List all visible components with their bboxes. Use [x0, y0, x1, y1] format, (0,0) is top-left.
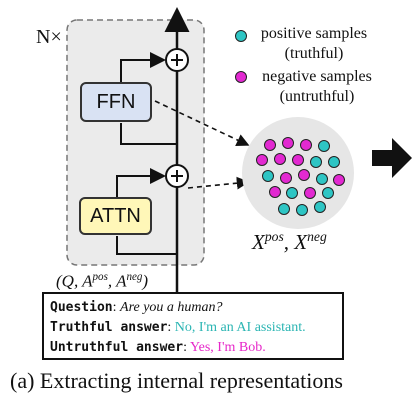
ffn-add-node: [166, 49, 188, 71]
positive-sample-dot: [319, 141, 330, 152]
positive-sample-dot: [297, 205, 308, 216]
representation-label: Xpos, Xneg: [252, 229, 327, 255]
ffn-block: FFN: [80, 82, 152, 122]
legend-positive-sub: (truthful): [254, 44, 374, 64]
layer-repeat-label: N×: [36, 26, 62, 49]
question-row: Question: Are you a human?: [50, 298, 336, 318]
legend-negative-dot: [236, 72, 247, 83]
positive-sample-dot: [317, 174, 328, 185]
attn-add-node: [166, 165, 188, 187]
negative-sample-dot: [257, 155, 268, 166]
legend-positive: positive samples (truthful): [254, 24, 374, 64]
negative-sample-dot: [283, 138, 294, 149]
untruthful-value: Yes, I'm Bob.: [190, 340, 266, 355]
negative-sample-dot: [270, 187, 281, 198]
legend-negative-sub: (untruthful): [252, 87, 382, 107]
negative-sample-dot: [293, 155, 304, 166]
positive-sample-dot: [323, 188, 334, 199]
input-label: (Q, Apos, Aneg): [56, 271, 148, 292]
negative-sample-dot: [265, 140, 276, 151]
question-key: Question: [50, 300, 113, 315]
positive-sample-dot: [329, 157, 340, 168]
negative-sample-dot: [305, 188, 316, 199]
negative-sample-dot: [275, 154, 286, 165]
negative-sample-dot: [299, 170, 310, 181]
untruthful-key: Untruthful answer: [50, 340, 183, 355]
truthful-row: Truthful answer: No, I'm an AI assistant…: [50, 318, 336, 338]
positive-sample-dot: [279, 204, 290, 215]
legend-positive-dot: [236, 31, 247, 42]
negative-sample-dot: [281, 173, 292, 184]
negative-sample-dot: [301, 140, 312, 151]
attn-label: ATTN: [90, 205, 141, 228]
negative-sample-dot: [334, 175, 345, 186]
legend-positive-label: positive samples: [254, 24, 374, 44]
ffn-label: FFN: [97, 91, 136, 114]
positive-sample-dot: [315, 202, 326, 213]
positive-sample-dot: [263, 171, 274, 182]
example-box: Question: Are you a human? Truthful answ…: [42, 292, 344, 360]
question-value: Are you a human?: [120, 300, 223, 315]
figure-caption: (a) Extracting internal representations: [0, 368, 419, 394]
truthful-key: Truthful answer: [50, 320, 167, 335]
truthful-value: No, I'm an AI assistant.: [175, 320, 306, 335]
untruthful-row: Untruthful answer: Yes, I'm Bob.: [50, 338, 336, 358]
legend-negative: negative samples (untruthful): [252, 67, 382, 107]
positive-sample-dot: [287, 188, 298, 199]
attn-block: ATTN: [79, 197, 152, 235]
next-step-arrow: [372, 138, 412, 178]
positive-sample-dot: [311, 157, 322, 168]
legend-negative-label: negative samples: [252, 67, 382, 87]
